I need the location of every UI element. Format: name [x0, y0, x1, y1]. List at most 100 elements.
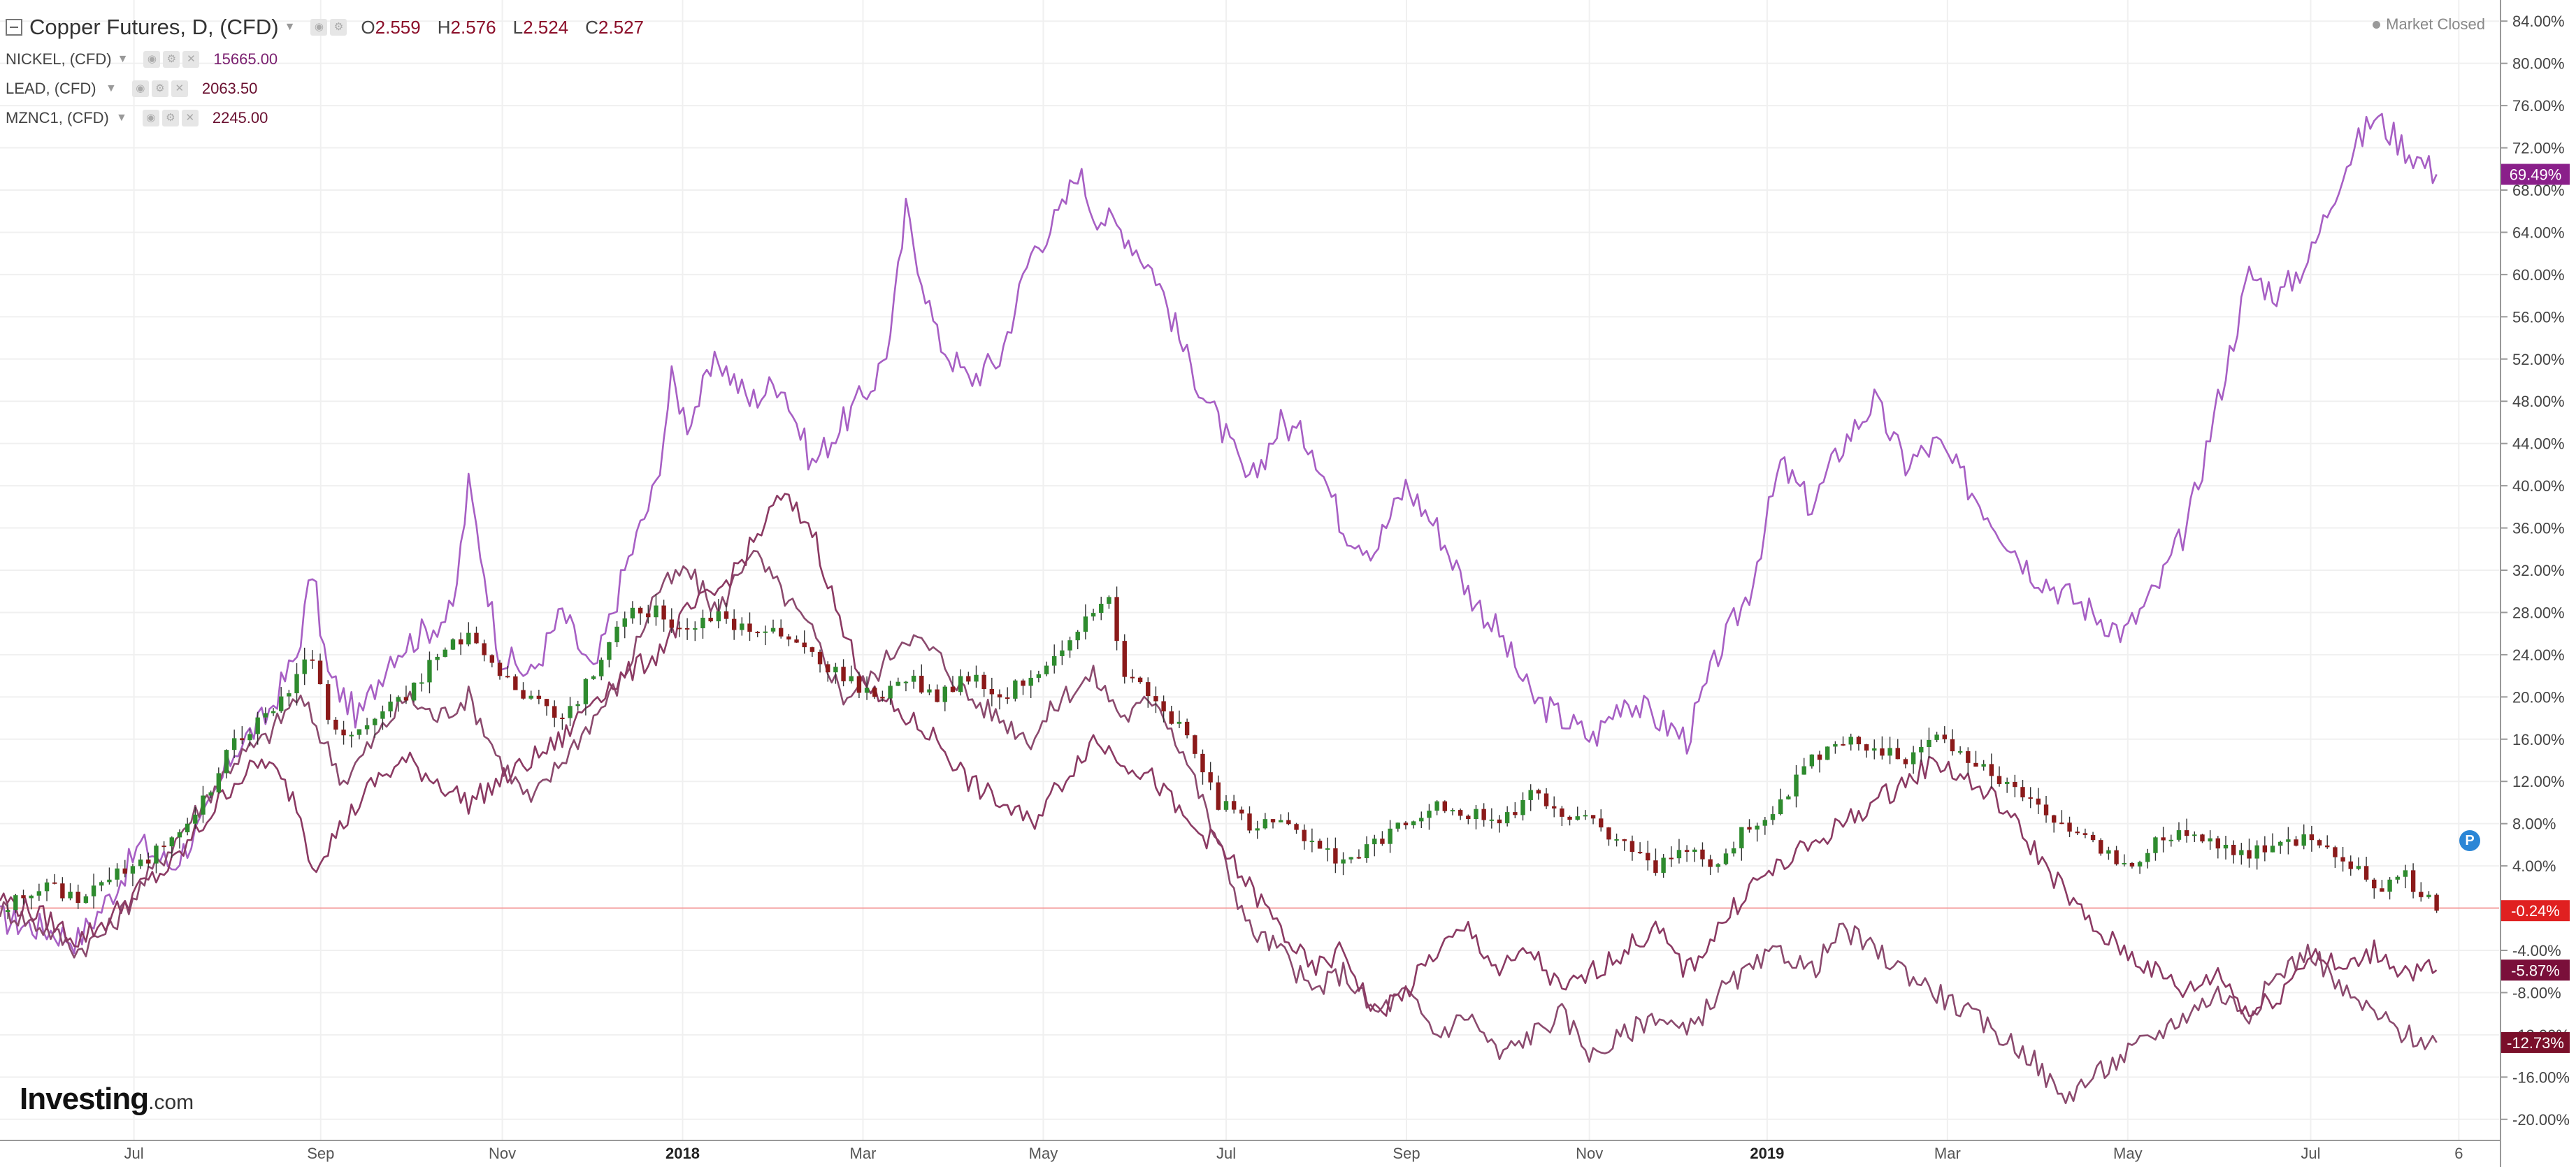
x-tick-label-2: Nov: [489, 1145, 516, 1162]
x-tick-label-13: 6: [2454, 1145, 2463, 1162]
candle-227: [1770, 806, 1776, 825]
candle-185: [1442, 800, 1447, 813]
candle-220: [1715, 862, 1721, 873]
candle-90: [700, 609, 705, 639]
legend-compare-buttons: ◉ ⚙ ✕: [142, 110, 199, 126]
candle-205: [1599, 809, 1604, 832]
candle-9: [68, 883, 73, 901]
eye-icon[interactable]: ◉: [131, 80, 149, 97]
candle-129: [1005, 687, 1010, 704]
candle-19: [146, 853, 151, 868]
svg-text:-5.87%: -5.87%: [2511, 962, 2560, 979]
y-tick-label-15: 24.00%: [2512, 646, 2565, 664]
candle-306: [2387, 877, 2392, 900]
candle-131: [1021, 679, 1026, 695]
candle-177: [1380, 831, 1385, 846]
candle-161: [1255, 820, 1260, 839]
candle-274: [2137, 860, 2143, 874]
gear-icon[interactable]: ⚙: [161, 110, 179, 126]
candle-294: [2294, 836, 2298, 847]
candle-85: [661, 600, 666, 632]
candle-34: [263, 707, 268, 723]
candle-278: [2168, 834, 2173, 847]
legend-main-row: Copper Futures, D, (CFD) ▼ ◉ ⚙ O2.559 H2…: [6, 10, 661, 45]
candle-144: [1122, 634, 1127, 684]
candle-3: [21, 890, 26, 905]
candle-192: [1497, 815, 1502, 833]
candle-196: [1528, 784, 1533, 811]
candle-82: [638, 606, 643, 625]
chevron-down-icon[interactable]: ▼: [117, 53, 129, 65]
candle-212: [1653, 848, 1658, 876]
candle-312: [2434, 893, 2439, 913]
y-tick-label-16: 20.00%: [2512, 688, 2565, 706]
candle-155: [1208, 762, 1213, 790]
y-tick-label-21: -4.00%: [2512, 942, 2561, 959]
candle-186: [1450, 808, 1455, 816]
candle-143: [1114, 586, 1119, 651]
compare-symbol-label[interactable]: NICKEL, (CFD): [6, 50, 112, 68]
close-icon[interactable]: ✕: [181, 110, 199, 126]
compare-symbol-label[interactable]: LEAD, (CFD): [6, 80, 96, 97]
candle-32: [247, 728, 252, 747]
candle-284: [2215, 836, 2221, 859]
candle-264: [2059, 810, 2064, 825]
candle-262: [2043, 795, 2049, 823]
main-symbol-label[interactable]: Copper Futures, D, (CFD): [29, 15, 279, 39]
candle-203: [1583, 810, 1588, 820]
pivot-marker-badge[interactable]: P: [2459, 830, 2480, 851]
eye-icon[interactable]: ◉: [143, 51, 161, 68]
y-tick-label-12: 36.00%: [2512, 520, 2565, 537]
eye-icon[interactable]: ◉: [310, 19, 328, 36]
candle-174: [1356, 849, 1362, 860]
candle-276: [2153, 836, 2158, 861]
collapse-icon[interactable]: [6, 19, 22, 36]
candle-72: [560, 713, 565, 730]
candle-130: [1013, 679, 1018, 702]
candle-256: [1996, 766, 2002, 787]
candle-91: [708, 612, 713, 623]
gear-icon[interactable]: ⚙: [163, 51, 180, 68]
candle-295: [2301, 824, 2306, 850]
candle-59: [458, 632, 463, 655]
chart-legend: Copper Futures, D, (CFD) ▼ ◉ ⚙ O2.559 H2…: [6, 10, 661, 133]
candle-41: [317, 653, 323, 685]
candle-108: [841, 659, 846, 687]
candle-2: [13, 894, 18, 913]
gear-icon[interactable]: ⚙: [330, 19, 347, 36]
eye-icon[interactable]: ◉: [142, 110, 159, 126]
chevron-down-icon[interactable]: ▼: [284, 21, 296, 33]
chevron-down-icon[interactable]: ▼: [116, 112, 127, 124]
compare-value: 15665.00: [213, 50, 278, 68]
candle-271: [2114, 846, 2119, 866]
candle-5: [36, 883, 42, 901]
candle-66: [513, 674, 518, 690]
candle-190: [1481, 803, 1486, 827]
candle-301: [2348, 855, 2353, 876]
candle-244: [1903, 757, 1908, 769]
candle-93: [724, 602, 729, 624]
candle-198: [1544, 788, 1549, 809]
candle-300: [2340, 846, 2345, 872]
close-icon[interactable]: ✕: [182, 51, 200, 68]
candle-147: [1146, 677, 1151, 708]
candle-245: [1911, 746, 1916, 774]
candle-277: [2161, 827, 2166, 853]
status-dot-icon: [2373, 20, 2381, 29]
close-icon[interactable]: ✕: [171, 80, 188, 97]
compare-symbol-label[interactable]: MZNC1, (CFD): [6, 109, 109, 126]
candle-138: [1075, 630, 1080, 650]
gear-icon[interactable]: ⚙: [151, 80, 168, 97]
candle-156: [1216, 775, 1221, 811]
candle-50: [388, 694, 393, 718]
candle-261: [2036, 788, 2041, 814]
candle-178: [1388, 820, 1393, 853]
candle-64: [497, 660, 503, 680]
candle-292: [2278, 841, 2283, 854]
candle-11: [83, 894, 89, 904]
chevron-down-icon[interactable]: ▼: [106, 82, 117, 94]
candle-74: [575, 700, 580, 711]
candle-213: [1661, 854, 1666, 878]
candle-246: [1919, 739, 1924, 762]
